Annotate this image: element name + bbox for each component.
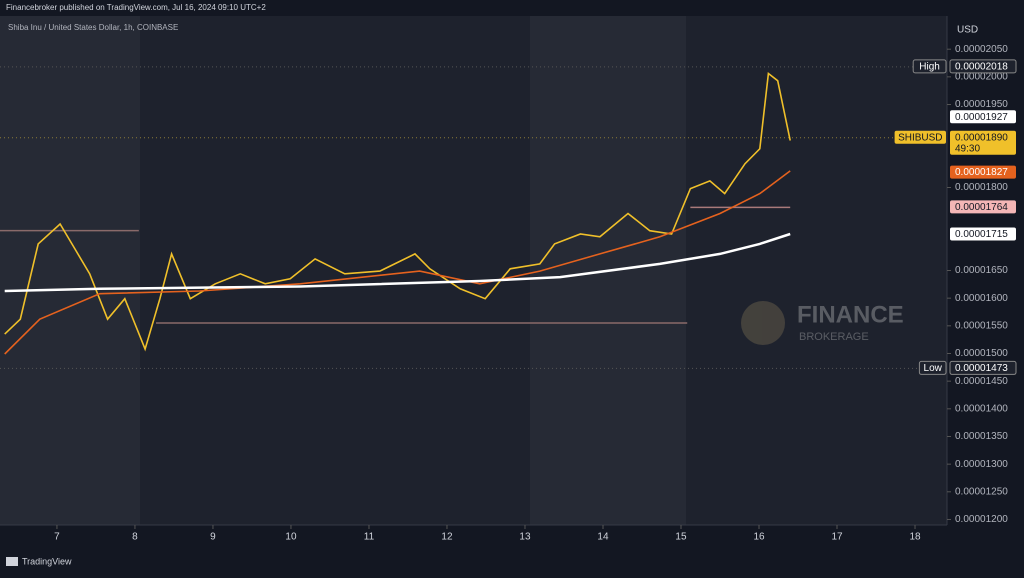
- y-tick-label: 0.00001950: [955, 99, 1008, 110]
- countdown: 49:30: [955, 143, 980, 154]
- y-tick-label: 0.00001350: [955, 431, 1008, 442]
- x-tick-label: 8: [132, 532, 138, 543]
- price-label: 0.00002018: [955, 62, 1008, 73]
- x-tick-label: 15: [675, 532, 687, 543]
- price-label-box: [949, 360, 1017, 375]
- price-label: 0.00001715: [955, 229, 1008, 240]
- price-label-box: [950, 130, 1016, 155]
- y-tick-label: 0.00001800: [955, 182, 1008, 193]
- price-label: 0.00001890: [955, 132, 1008, 143]
- price-label: 0.00001764: [955, 202, 1008, 213]
- y-tick-label: 0.00001600: [955, 293, 1008, 304]
- x-tick-label: 18: [909, 532, 921, 543]
- header: Financebroker published on TradingView.c…: [6, 3, 266, 12]
- watermark: FINANCE BROKERAGE: [741, 301, 904, 345]
- x-tick-label: 16: [753, 532, 765, 543]
- x-tick-label: 12: [441, 532, 453, 543]
- x-tick-label: 14: [597, 532, 609, 543]
- tag-label: High: [919, 62, 940, 73]
- price-label-box: [950, 165, 1016, 179]
- x-tick-label: 11: [364, 532, 375, 543]
- price-label: 0.00001927: [955, 112, 1008, 123]
- watermark-subtitle: BROKERAGE: [799, 331, 869, 343]
- price-label-box: [950, 227, 1016, 241]
- y-tick-label: 0.00001650: [955, 265, 1008, 276]
- chart-subtitle: Shiba Inu / United States Dollar, 1h, CO…: [8, 23, 178, 32]
- y-tick-label: 0.00001550: [955, 320, 1008, 331]
- x-tick-label: 17: [831, 532, 843, 543]
- y-tick-label: 0.00002000: [955, 71, 1008, 82]
- y-tick-label: 0.00001400: [955, 403, 1008, 414]
- chart-pane: [0, 16, 947, 525]
- tag-box: [918, 360, 947, 375]
- y-tick-label: 0.00001450: [955, 376, 1008, 387]
- tag-label: SHIBUSD: [898, 132, 942, 143]
- x-tick-label: 9: [210, 532, 216, 543]
- price-label-box: [949, 59, 1017, 74]
- y-tick-label: 0.00001250: [955, 486, 1008, 497]
- moving-average: [4, 170, 791, 355]
- moving-average: [4, 232, 791, 293]
- x-tick-label: 7: [54, 532, 60, 543]
- tag-box: [894, 130, 946, 144]
- y-tick-label: 0.00002050: [955, 44, 1008, 55]
- price-label-box: [950, 110, 1016, 124]
- y-tick-label: 0.00001300: [955, 459, 1008, 470]
- watermark-logo: [741, 301, 785, 345]
- footer-logo: [6, 557, 18, 566]
- price-label-box: [950, 200, 1016, 214]
- y-tick-label: 0.00001200: [955, 514, 1008, 525]
- session-shade: [0, 16, 140, 525]
- price-label: 0.00001473: [955, 363, 1008, 374]
- watermark-title: FINANCE: [797, 301, 904, 328]
- price-line-series: [4, 71, 791, 352]
- x-tick-label: 13: [519, 532, 531, 543]
- footer: TradingView: [22, 556, 72, 566]
- axis-unit: USD: [957, 25, 978, 36]
- tag-label: Low: [924, 363, 943, 374]
- x-tick-label: 10: [285, 532, 297, 543]
- y-tick-label: 0.00001500: [955, 348, 1008, 359]
- price-label: 0.00001827: [955, 167, 1008, 178]
- tag-box: [912, 59, 947, 74]
